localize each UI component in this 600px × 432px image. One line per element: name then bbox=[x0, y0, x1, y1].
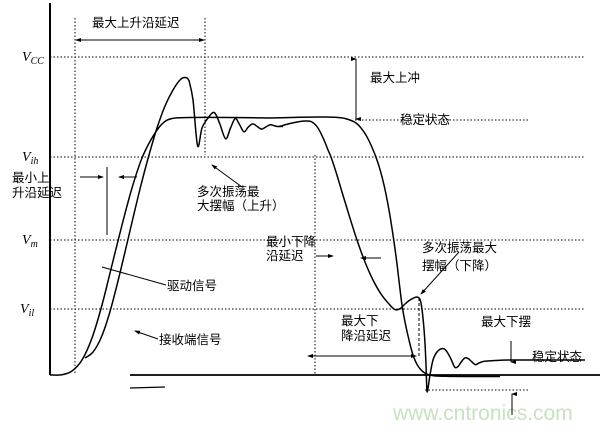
svg-text:驱动信号: 驱动信号 bbox=[167, 279, 217, 293]
svg-text:多次振荡最大: 多次振荡最大 bbox=[422, 241, 497, 255]
svg-text:接收端信号: 接收端信号 bbox=[159, 332, 222, 347]
svg-text:最小上: 最小上 bbox=[12, 171, 50, 185]
svg-text:www.cntronics.com: www.cntronics.com bbox=[392, 402, 573, 425]
svg-text:多次振荡最: 多次振荡最 bbox=[197, 185, 260, 199]
svg-text:升沿延迟: 升沿延迟 bbox=[12, 186, 63, 200]
svg-text:最大下: 最大下 bbox=[341, 314, 379, 328]
svg-text:最大上升沿延迟: 最大上升沿延迟 bbox=[92, 16, 180, 30]
svg-text:沿延迟: 沿延迟 bbox=[266, 249, 304, 263]
svg-text:摆幅（下降）: 摆幅（下降） bbox=[422, 258, 497, 273]
svg-text:稳定状态: 稳定状态 bbox=[532, 349, 582, 364]
svg-text:降沿延迟: 降沿延迟 bbox=[341, 329, 392, 343]
svg-text:大摆幅（上升）: 大摆幅（上升） bbox=[197, 198, 285, 213]
svg-text:最小下降: 最小下降 bbox=[266, 235, 317, 249]
svg-text:稳定状态: 稳定状态 bbox=[400, 112, 450, 127]
svg-text:最大下摆: 最大下摆 bbox=[481, 315, 531, 329]
svg-text:最大上冲: 最大上冲 bbox=[370, 70, 420, 85]
